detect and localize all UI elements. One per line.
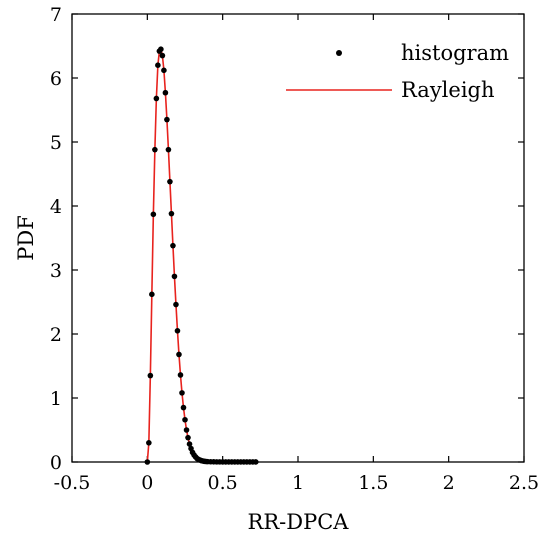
x-tick-label: 2.5 [509, 472, 539, 494]
x-tick-label: 0 [141, 472, 153, 494]
histogram-point [170, 242, 176, 249]
x-tick-label: -0.5 [54, 472, 91, 494]
x-tick-label: 1.5 [358, 472, 388, 494]
histogram-point [161, 67, 167, 74]
histogram-point [167, 178, 173, 185]
histogram-point [158, 46, 164, 52]
histogram-point [182, 416, 188, 423]
histogram-point [186, 441, 193, 447]
histogram-point [162, 89, 169, 96]
legend-histogram-marker [336, 50, 342, 56]
series-layer [144, 46, 259, 465]
histogram-point [174, 328, 181, 334]
histogram-point [173, 301, 179, 308]
histogram-point [147, 372, 154, 379]
x-tick-label: 1 [292, 472, 304, 494]
y-axis-ticks: 0 1 2 3 4 5 6 7 [50, 4, 524, 474]
histogram-point [149, 291, 155, 298]
legend-histogram-label: histogram [401, 41, 509, 65]
x-tick-label: 0.5 [208, 472, 238, 494]
histogram-point [155, 62, 161, 68]
y-tick-label: 0 [50, 452, 62, 474]
histogram-point [183, 427, 190, 433]
histogram-point [171, 273, 178, 280]
histogram-point [177, 372, 184, 378]
histogram-point [152, 146, 158, 153]
histogram-point [150, 211, 157, 218]
x-tick-label: 2 [443, 472, 455, 494]
y-tick-label: 6 [50, 68, 62, 90]
histogram-point [159, 52, 166, 59]
histogram-point [146, 440, 152, 446]
histogram-point [168, 210, 175, 217]
y-tick-label: 1 [50, 388, 62, 410]
histogram-point [180, 404, 187, 411]
histogram-point [153, 95, 160, 102]
y-axis-label: PDF [14, 215, 38, 261]
y-tick-label: 4 [50, 196, 62, 218]
histogram-point [165, 146, 172, 153]
y-tick-label: 7 [50, 4, 62, 26]
histogram-point [144, 459, 151, 465]
x-axis-label: RR-DPCA [248, 510, 350, 534]
x-axis-ticks: -0.5 0 0.5 1 1.5 2 2.5 [54, 14, 539, 494]
y-tick-label: 5 [50, 132, 62, 154]
histogram-point [185, 434, 191, 441]
rayleigh-curve [146, 48, 231, 463]
legend: histogram Rayleigh [286, 41, 509, 102]
histogram-point [253, 459, 259, 465]
histogram-point [176, 351, 182, 358]
histogram-point [164, 116, 170, 123]
y-tick-label: 3 [50, 260, 62, 282]
y-tick-label: 2 [50, 324, 62, 346]
histogram-point [179, 390, 185, 396]
legend-rayleigh-label: Rayleigh [401, 78, 495, 102]
